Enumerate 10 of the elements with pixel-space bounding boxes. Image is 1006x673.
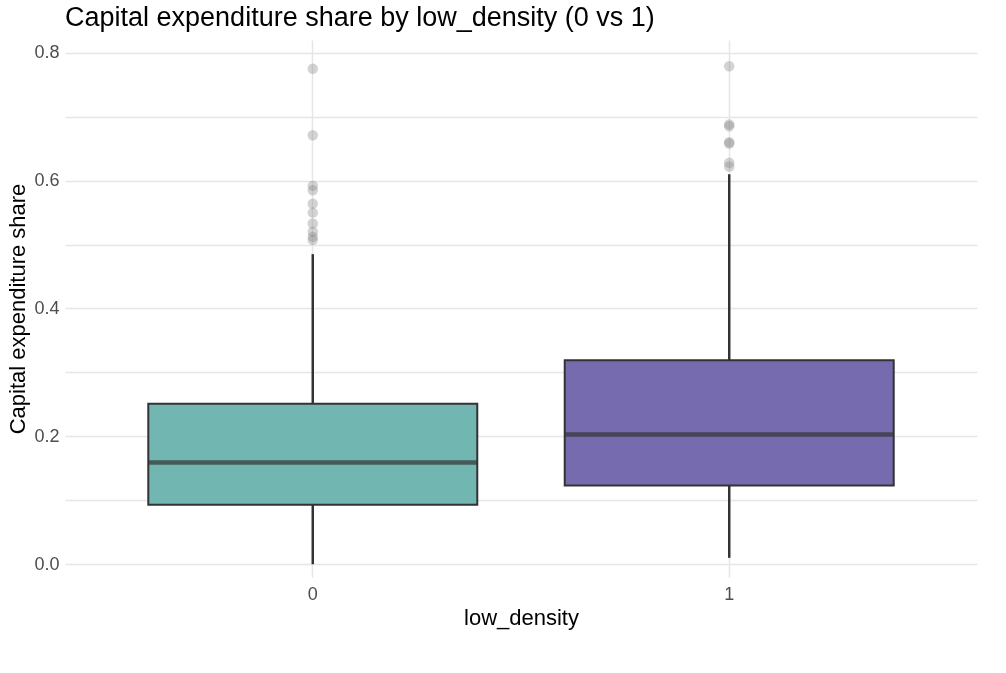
x-tick-label: 0 [307,583,318,604]
y-tick-label: 0.0 [34,553,60,574]
y-tick-label: 0.8 [34,42,60,63]
chart-title: Capital expenditure share by low_density (0 vs 1) [65,2,655,32]
y-tick-label: 0.6 [34,170,60,191]
y-tick-label: 0.4 [34,298,60,318]
y-axis-title: Capital expenditure share [5,183,31,435]
x-axis-title: low_density [464,604,579,630]
y-tick-label: 0.2 [34,425,60,446]
x-tick-label: 1 [724,583,735,604]
